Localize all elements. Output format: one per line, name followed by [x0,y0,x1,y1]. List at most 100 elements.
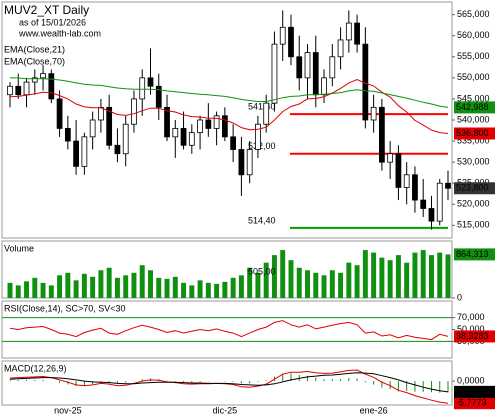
histogram-bar [100,381,102,383]
level-label: 541,40 [248,101,276,111]
histogram-bar [92,381,94,385]
histogram-bar [356,378,358,382]
candle-body [436,182,443,222]
y-tick-label: 520,000 [457,199,490,209]
volume-bar [338,272,344,298]
volume-bar [197,280,203,298]
value-box [454,248,495,261]
candle-body [312,52,319,96]
candle-body [428,208,435,222]
volume-bar [305,270,310,298]
candle-body [172,128,179,138]
histogram-bar [290,373,292,382]
histogram-bar [282,373,284,382]
volume-bar [346,262,352,298]
volume-bar [321,275,327,298]
volume-bar [114,277,120,298]
histogram-bar [439,381,441,393]
candle-body [296,56,303,79]
candle-body [395,153,402,188]
volume-bar [255,272,261,298]
candle-body [139,77,146,100]
volume-bar [189,285,195,298]
candle-body [155,85,162,108]
volume-bar [123,275,129,298]
volume-bar [371,252,377,298]
annotation: 505,00 [248,266,276,276]
candle-body [263,102,270,125]
candle-body [7,85,13,96]
candle-body [15,85,22,96]
panel-title: MACD(12,26,9) [4,363,67,373]
volume-bar [222,281,228,298]
volume-bar [139,265,145,298]
histogram-bar [116,381,118,384]
histogram-bar [447,381,449,393]
candle-body [345,22,352,41]
volume-bar [15,285,21,298]
histogram-bar [397,381,399,392]
candle-body [131,98,137,125]
candle-body [64,128,71,142]
y-tick-label: 545,000 [457,93,490,103]
value-box [454,101,495,114]
candle-body [221,115,228,138]
panel-title: RSI(Close,14), SC>70, SV<30 [4,303,126,313]
candle-body [188,132,195,146]
chart-subtitle: as of 15/01/2026 [19,17,86,27]
candle-body [106,106,113,146]
histogram-bar [307,375,309,382]
histogram-bar [373,381,375,385]
histogram-bar [249,381,251,384]
value-box-label: 38,3283 [456,331,489,341]
volume-bar [214,283,220,298]
histogram-bar [67,381,69,385]
volume-bar [288,260,294,298]
candle-body [354,22,360,45]
volume-bar [73,280,79,298]
volume-bar [7,282,13,298]
value-box-label: -2,8169 [456,386,487,396]
value-box [454,182,495,195]
candle-body [288,26,294,58]
level-label: 514,40 [248,215,276,225]
y-tick-label: 50,000 [457,324,485,334]
value-box [454,127,495,140]
candle-body [321,77,327,96]
volume-bar [205,282,211,298]
value-box-label: 542,988 [456,102,489,112]
volume-bar [81,273,87,298]
ema-line [10,77,449,108]
histogram-bar [430,381,432,393]
volume-bar [98,270,104,298]
volume-bar [412,252,418,298]
candle-body [197,119,203,134]
histogram-bar [389,381,391,390]
candle-body [73,140,79,167]
volume-bar [354,265,360,298]
volume-bar [24,281,30,298]
candle-body [255,123,261,150]
volume-bar [90,276,96,298]
x-tick-label: dic-25 [213,405,238,415]
indicator-line [9,372,449,393]
volume-bar [238,275,244,298]
volume-bar [32,277,38,298]
candle-body [122,123,129,155]
histogram-bar [323,379,325,382]
histogram-bar [240,381,242,384]
volume-bar [181,282,187,298]
y-tick-label: 0 [457,292,462,302]
histogram-bar [9,379,11,382]
value-box [454,385,495,398]
legend-entry: EMA(Close,70) [4,56,65,66]
value-box-label: 523,800 [456,183,489,193]
volume-bar [329,270,335,298]
candle-body [56,98,63,129]
volume-bar [164,278,170,298]
histogram-bar [406,381,408,392]
candle-body [114,144,121,155]
volume-bar [156,277,162,298]
volume-bar [445,254,451,298]
